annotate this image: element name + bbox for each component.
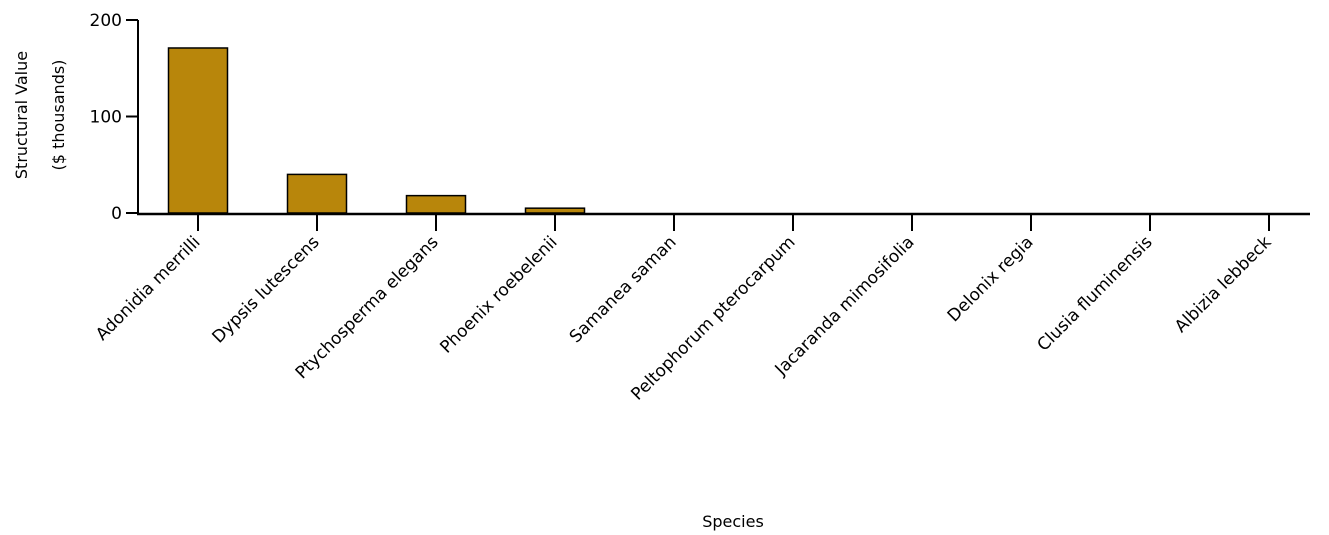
bars	[167, 47, 586, 214]
x-tick-label: Adonidia merrilli	[92, 232, 204, 344]
y-axis-title-line-2: ($ thousands)	[49, 60, 68, 171]
y-tick-label: 0	[111, 204, 122, 224]
x-axis: Adonidia merrilli Dypsis lutescensPtychos…	[92, 212, 1310, 405]
x-tick-label: Albizia lebbeck	[1171, 232, 1276, 337]
bar	[524, 207, 586, 214]
x-tick-label: Delonix regia	[944, 232, 1038, 326]
y-tick-label: 200	[90, 11, 122, 31]
y-axis: 0 100 200	[90, 11, 139, 224]
x-tick-label: Dypsis lutescens	[208, 232, 323, 347]
x-tick-label: Phoenix roebelenii	[436, 232, 561, 357]
y-tick-label: 100	[90, 108, 122, 128]
x-tick-label: Clusia fluminensis	[1034, 232, 1157, 355]
x-tick-label: Jacaranda mimosifolia	[771, 232, 919, 380]
y-axis-title-line-1: Structural Value	[12, 51, 31, 179]
x-tick-label: Samanea saman	[566, 232, 681, 347]
bar	[167, 47, 229, 214]
bar	[405, 194, 467, 214]
bar	[286, 173, 348, 214]
x-axis-title: Species	[702, 512, 764, 531]
